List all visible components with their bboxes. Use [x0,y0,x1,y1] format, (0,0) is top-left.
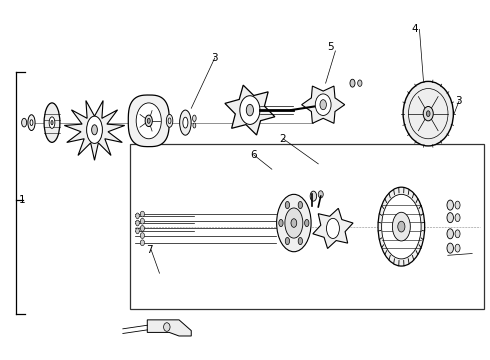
Ellipse shape [30,120,33,126]
Ellipse shape [183,117,188,128]
Polygon shape [64,100,125,160]
Ellipse shape [140,240,145,246]
Ellipse shape [180,110,191,135]
Text: 6: 6 [250,150,256,160]
Polygon shape [225,85,275,135]
Ellipse shape [246,104,253,116]
Ellipse shape [455,244,460,252]
Ellipse shape [166,114,173,127]
Ellipse shape [447,213,453,223]
Ellipse shape [455,201,460,209]
Ellipse shape [423,107,433,121]
Ellipse shape [447,243,453,253]
Ellipse shape [320,100,326,110]
Ellipse shape [298,202,302,208]
Ellipse shape [326,219,340,238]
Ellipse shape [44,103,60,142]
Ellipse shape [147,118,150,123]
Ellipse shape [455,230,460,238]
Ellipse shape [403,81,453,146]
Text: 2: 2 [279,134,286,144]
Text: 3: 3 [211,53,218,63]
Polygon shape [313,208,353,248]
Ellipse shape [426,111,430,117]
Polygon shape [302,86,345,123]
Ellipse shape [28,115,35,131]
Ellipse shape [193,123,196,128]
Ellipse shape [378,187,425,266]
Bar [130,144,485,309]
Ellipse shape [279,220,283,226]
Ellipse shape [164,323,170,331]
Ellipse shape [291,219,297,227]
Ellipse shape [92,125,98,135]
Ellipse shape [193,115,196,122]
Ellipse shape [447,200,453,210]
Text: 4: 4 [411,24,418,35]
Ellipse shape [285,202,290,208]
Ellipse shape [240,96,260,125]
Ellipse shape [51,121,53,125]
Ellipse shape [136,228,139,234]
Text: 3: 3 [455,96,462,106]
Ellipse shape [136,213,139,219]
Ellipse shape [285,238,290,245]
Ellipse shape [136,103,161,139]
Ellipse shape [277,194,311,252]
Ellipse shape [398,221,405,232]
Ellipse shape [140,211,145,217]
Ellipse shape [140,233,145,238]
Ellipse shape [305,220,309,226]
Ellipse shape [382,194,421,259]
Ellipse shape [315,94,331,116]
Text: 5: 5 [327,42,334,52]
Ellipse shape [140,219,145,224]
Ellipse shape [447,229,453,239]
Polygon shape [147,320,191,336]
Ellipse shape [285,208,303,238]
Polygon shape [128,95,169,147]
Ellipse shape [140,226,145,231]
Ellipse shape [455,214,460,222]
Ellipse shape [49,117,55,129]
Text: 1: 1 [19,195,26,205]
Ellipse shape [350,79,355,87]
Ellipse shape [22,118,26,127]
Ellipse shape [310,191,317,201]
Ellipse shape [136,220,139,226]
Ellipse shape [145,115,152,127]
Ellipse shape [358,80,362,86]
Ellipse shape [87,116,102,143]
Ellipse shape [298,238,302,245]
Ellipse shape [392,212,410,241]
Ellipse shape [318,191,323,198]
Text: 7: 7 [147,245,153,255]
